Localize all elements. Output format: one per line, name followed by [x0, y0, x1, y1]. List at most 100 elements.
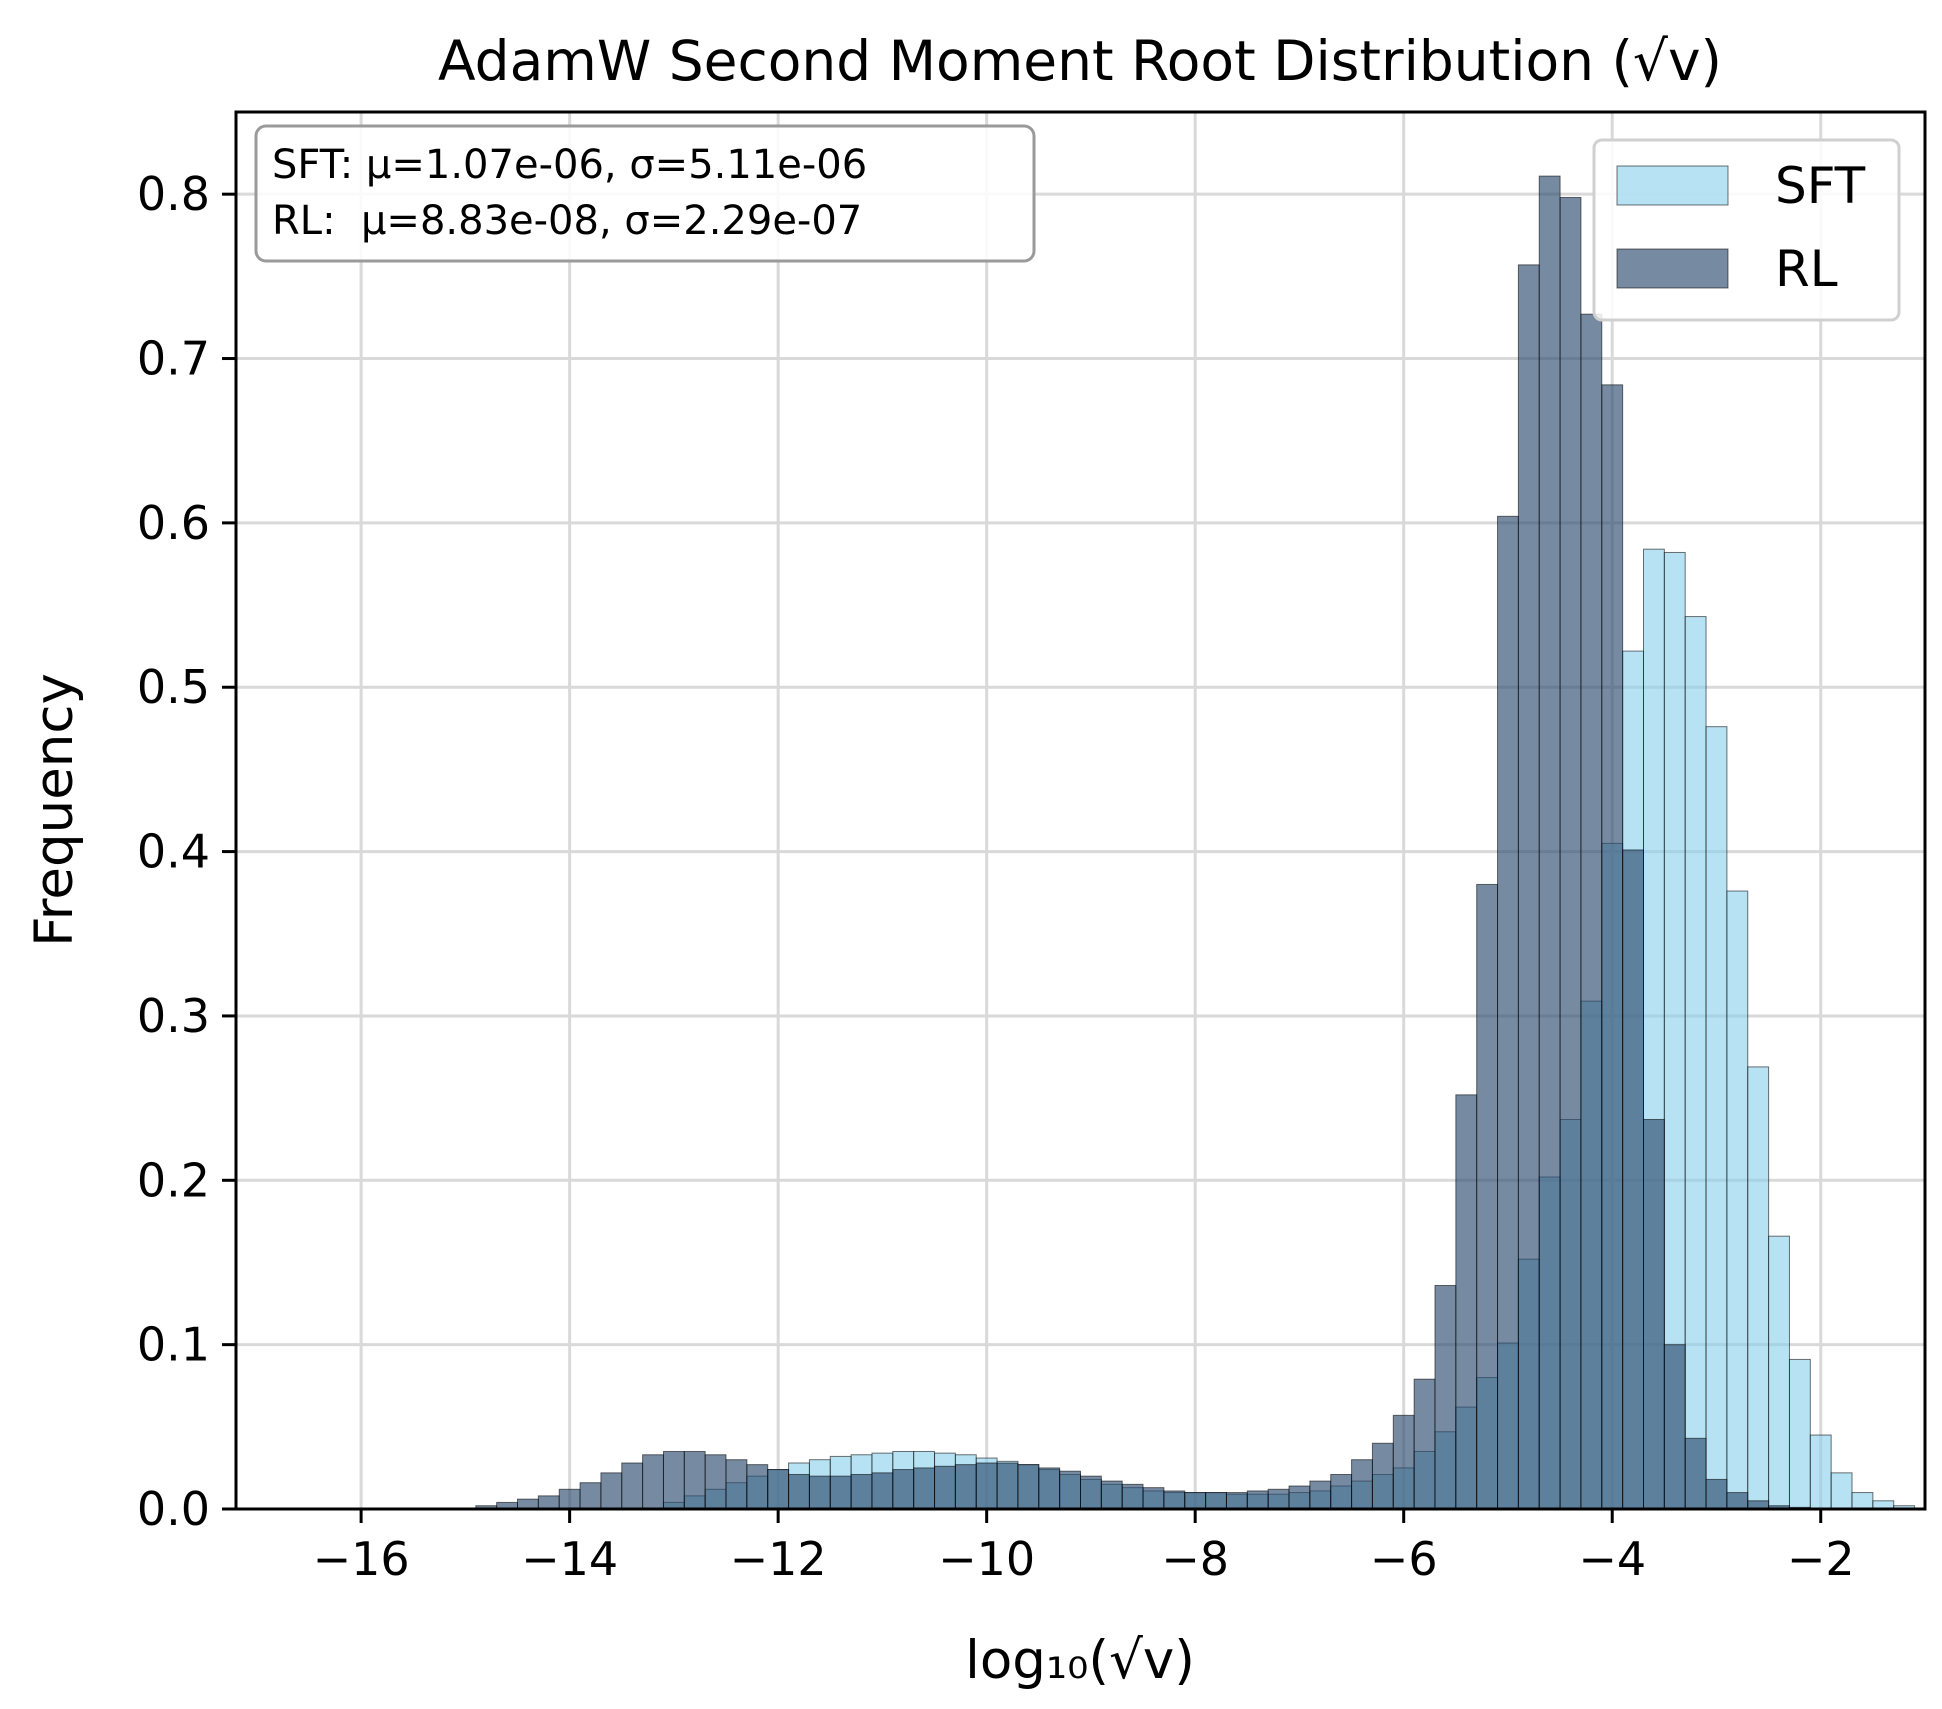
- x-tick-label: −2: [1787, 1532, 1855, 1586]
- x-tick-label: −4: [1578, 1532, 1646, 1586]
- rl-bar: [1267, 1488, 1290, 1510]
- rl-bar: [1163, 1490, 1186, 1510]
- rl-bar: [1580, 313, 1603, 1510]
- rl-bar: [683, 1450, 706, 1510]
- rl-bar: [1476, 883, 1499, 1510]
- rl-bar: [1726, 1492, 1749, 1510]
- rl-bar: [558, 1488, 581, 1510]
- sft-bar: [1705, 726, 1728, 1510]
- rl-bar: [1205, 1492, 1227, 1510]
- rl-bar: [996, 1462, 1019, 1510]
- rl-bar: [1413, 1378, 1436, 1510]
- rl-bar: [1538, 175, 1561, 1510]
- rl-bar: [1622, 849, 1645, 1510]
- rl-bar: [1559, 196, 1582, 1510]
- rl-bar: [704, 1454, 727, 1510]
- chart-title: AdamW Second Moment Root Distribution (√…: [438, 29, 1722, 93]
- rl-bar: [1663, 1344, 1686, 1510]
- y-tick-label: 0.0: [137, 1482, 210, 1536]
- rl-bar: [1121, 1483, 1144, 1510]
- rl-bar: [871, 1472, 894, 1510]
- sft-bar: [1768, 1235, 1790, 1510]
- rl-bar: [1225, 1492, 1248, 1510]
- rl-bar: [1684, 1437, 1707, 1510]
- stats-line-sft: SFT: μ=1.07e-06, σ=5.11e-06: [272, 142, 867, 188]
- stats-annotation: SFT: μ=1.07e-06, σ=5.11e-06 RL: μ=8.83e-…: [254, 124, 1036, 263]
- sft-bar: [1809, 1434, 1832, 1510]
- y-tick-label: 0.6: [137, 496, 210, 550]
- rl-bar: [808, 1475, 831, 1510]
- plot-frame: [234, 110, 1927, 1511]
- rl-bar: [746, 1464, 769, 1510]
- stats-box: [254, 124, 1036, 263]
- legend-label-rl: RL: [1775, 240, 1838, 298]
- rl-bar: [1142, 1487, 1165, 1510]
- rl-bar: [1017, 1464, 1040, 1510]
- rl-bar: [1184, 1492, 1207, 1510]
- rl-bar: [1100, 1480, 1123, 1510]
- sft-bar: [1684, 616, 1707, 1510]
- x-tick-label: −6: [1370, 1532, 1438, 1586]
- rl-bar: [1330, 1473, 1353, 1510]
- rl-bar: [1434, 1284, 1457, 1510]
- rl-bar: [1517, 264, 1540, 1510]
- rl-bar: [934, 1465, 956, 1510]
- rl-bar: [1455, 1094, 1478, 1510]
- legend-swatch-sft: [1616, 165, 1729, 206]
- y-tick-label: 0.4: [137, 825, 210, 879]
- x-tick-label: −14: [521, 1532, 618, 1586]
- x-tick-label: −10: [938, 1532, 1035, 1586]
- rl-bar: [829, 1475, 852, 1510]
- rl-bar: [1309, 1480, 1332, 1510]
- sft-bar: [1851, 1492, 1874, 1510]
- rl-bar: [1038, 1467, 1061, 1510]
- sft-bars: [662, 548, 1916, 1510]
- rl-bar: [1059, 1470, 1082, 1510]
- rl-bar: [1392, 1414, 1415, 1510]
- rl-bar: [1371, 1442, 1394, 1510]
- sft-bar: [1788, 1358, 1811, 1510]
- rl-bar: [1705, 1478, 1728, 1510]
- rl-bar: [975, 1462, 998, 1510]
- x-tick-label: −12: [730, 1532, 827, 1586]
- y-tick-label: 0.3: [137, 989, 210, 1043]
- rl-bar: [642, 1454, 664, 1510]
- y-tick-label: 0.1: [137, 1318, 210, 1372]
- rl-bar: [1080, 1475, 1102, 1510]
- y-tick-label: 0.7: [137, 332, 210, 386]
- legend-swatch-rl: [1616, 248, 1729, 289]
- sft-bar: [1747, 1066, 1770, 1510]
- rl-bar: [662, 1450, 685, 1510]
- legend: SFT RL: [1592, 138, 1901, 322]
- sft-bar: [1726, 890, 1749, 1510]
- y-tick-label: 0.8: [137, 167, 210, 221]
- y-axis: 0.0 0.1 0.2 0.3 0.4 0.5 0.6 0.7 0.8: [137, 167, 236, 1536]
- rl-bar: [913, 1467, 936, 1510]
- y-axis-label: Frequency: [24, 673, 85, 947]
- rl-bar: [1497, 515, 1519, 1510]
- x-tick-label: −16: [313, 1532, 410, 1586]
- rl-bar: [954, 1464, 977, 1510]
- rl-bar: [1643, 1118, 1665, 1510]
- stats-line-rl: RL: μ=8.83e-08, σ=2.29e-07: [272, 198, 862, 244]
- rl-bar: [788, 1473, 810, 1510]
- x-axis-label: log₁₀(√v): [965, 1630, 1195, 1691]
- rl-bar: [1246, 1490, 1269, 1510]
- legend-label-sft: SFT: [1775, 157, 1866, 215]
- rl-bars: [475, 175, 1811, 1510]
- y-tick-label: 0.5: [137, 660, 210, 714]
- rl-bar: [725, 1459, 748, 1510]
- rl-bar: [767, 1469, 790, 1510]
- rl-bar: [1601, 384, 1624, 1510]
- rl-bar: [1351, 1459, 1373, 1510]
- rl-bar: [537, 1495, 560, 1510]
- rl-bar: [579, 1482, 602, 1510]
- rl-bar: [850, 1473, 873, 1510]
- rl-bar: [621, 1462, 644, 1510]
- rl-bar: [600, 1472, 623, 1510]
- x-tick-label: −8: [1161, 1532, 1229, 1586]
- sft-bar: [1830, 1472, 1853, 1510]
- rl-bar: [1288, 1485, 1311, 1510]
- rl-bar: [892, 1469, 915, 1510]
